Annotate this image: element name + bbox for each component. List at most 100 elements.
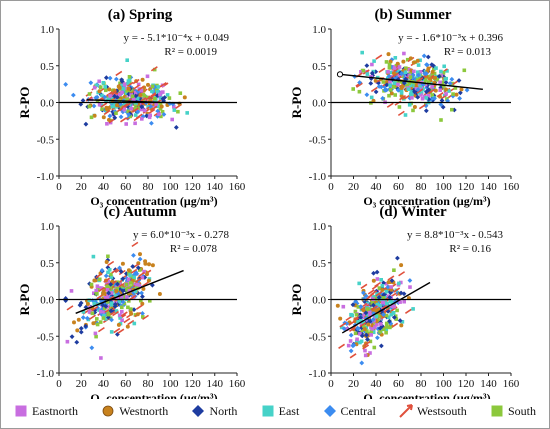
point-south: [393, 93, 397, 97]
point-south: [451, 92, 455, 96]
point-westsouth: [150, 91, 158, 97]
point-east: [150, 89, 154, 94]
point-north: [114, 95, 120, 100]
point-east: [374, 314, 379, 319]
point-eastnorth: [139, 88, 144, 93]
point-westsouth: [132, 84, 140, 90]
point-south: [125, 288, 129, 292]
point-south: [160, 110, 165, 114]
point-westnorth: [92, 113, 97, 118]
point-south: [122, 301, 127, 306]
point-central: [118, 114, 124, 120]
y-tick-label: 1.0: [312, 221, 326, 233]
y-tick-label: 0.5: [40, 61, 54, 73]
point-south: [102, 306, 107, 311]
y-tick-label: -1.0: [309, 368, 327, 380]
point-south: [125, 97, 130, 101]
point-east: [384, 327, 389, 332]
point-east: [447, 89, 451, 93]
point-south: [441, 71, 446, 75]
x-tick-label: 20: [76, 378, 88, 390]
point-central: [120, 299, 126, 305]
point-south: [407, 81, 411, 85]
point-north: [359, 333, 365, 339]
legend-item-east: East: [261, 404, 299, 419]
point-westnorth: [141, 286, 146, 291]
legend-label: Westnorth: [119, 403, 169, 418]
x-tick-label: 0: [328, 378, 334, 390]
point-central: [107, 75, 113, 81]
point-westsouth: [386, 102, 394, 108]
point-north: [131, 307, 137, 313]
point-westnorth: [147, 262, 151, 267]
y-tick-label: 0.0: [40, 295, 54, 307]
point-south: [378, 330, 382, 334]
point-eastnorth: [389, 85, 393, 90]
point-east: [397, 69, 401, 74]
point-westnorth: [126, 268, 131, 273]
fit-equation: y = 8.8*10⁻³x - 0.543: [407, 229, 503, 241]
point-east: [419, 91, 424, 95]
point-south: [98, 85, 103, 89]
point-south: [387, 93, 391, 98]
point-westnorth: [102, 291, 107, 296]
point-westsouth: [124, 102, 132, 108]
legend-marker-square: [491, 405, 503, 417]
point-eastnorth: [145, 74, 150, 79]
legend: Eastnorth Westnorth North East Central Westso…: [4, 400, 546, 422]
y-tick-label: -1.0: [309, 171, 327, 183]
y-tick-label: 1.0: [312, 24, 326, 36]
point-westsouth: [144, 95, 152, 102]
point-westsouth: [387, 275, 395, 281]
point-north: [368, 80, 374, 86]
point-south: [411, 108, 415, 113]
point-north: [440, 104, 446, 110]
x-tick-label: 80: [416, 378, 428, 390]
point-westnorth: [143, 261, 148, 266]
point-north: [370, 302, 376, 308]
legend-marker-diamond: [323, 405, 336, 417]
point-westnorth: [428, 77, 433, 81]
point-east: [107, 268, 112, 272]
point-east: [128, 273, 132, 277]
point-central: [350, 343, 356, 349]
x-tick-label: 120: [184, 181, 201, 193]
point-south: [176, 109, 180, 114]
legend-item-north: North: [191, 404, 237, 419]
point-eastnorth: [399, 280, 403, 285]
point-south: [404, 66, 408, 70]
point-central: [124, 275, 130, 281]
point-central: [370, 317, 376, 323]
point-westnorth: [159, 104, 164, 109]
point-eastnorth: [142, 269, 146, 274]
point-south: [114, 111, 118, 115]
point-westsouth: [375, 291, 383, 297]
point-south: [405, 83, 409, 88]
point-westnorth: [459, 87, 464, 92]
point-north: [443, 79, 449, 85]
point-eastnorth: [95, 284, 100, 288]
point-westnorth: [114, 289, 119, 294]
point-south: [430, 93, 435, 97]
point-south: [384, 330, 388, 335]
point-westsouth: [91, 305, 99, 312]
point-north: [108, 281, 114, 287]
legend-label: South: [507, 403, 536, 418]
point-south: [128, 281, 133, 285]
point-westnorth: [150, 263, 155, 268]
point-westsouth: [370, 86, 378, 93]
point-east: [403, 113, 408, 117]
point-eastnorth: [133, 282, 138, 287]
point-central: [410, 72, 416, 78]
point-east: [103, 317, 108, 321]
point-eastnorth: [69, 289, 74, 293]
r-squared: R² = 0.0019: [164, 46, 217, 58]
point-south: [108, 285, 113, 289]
point-westnorth: [380, 288, 385, 292]
point-north: [401, 291, 407, 297]
point-south: [385, 325, 389, 329]
point-eastnorth: [136, 82, 141, 87]
point-westnorth: [138, 252, 142, 257]
point-south: [159, 114, 163, 119]
point-south: [450, 81, 455, 86]
